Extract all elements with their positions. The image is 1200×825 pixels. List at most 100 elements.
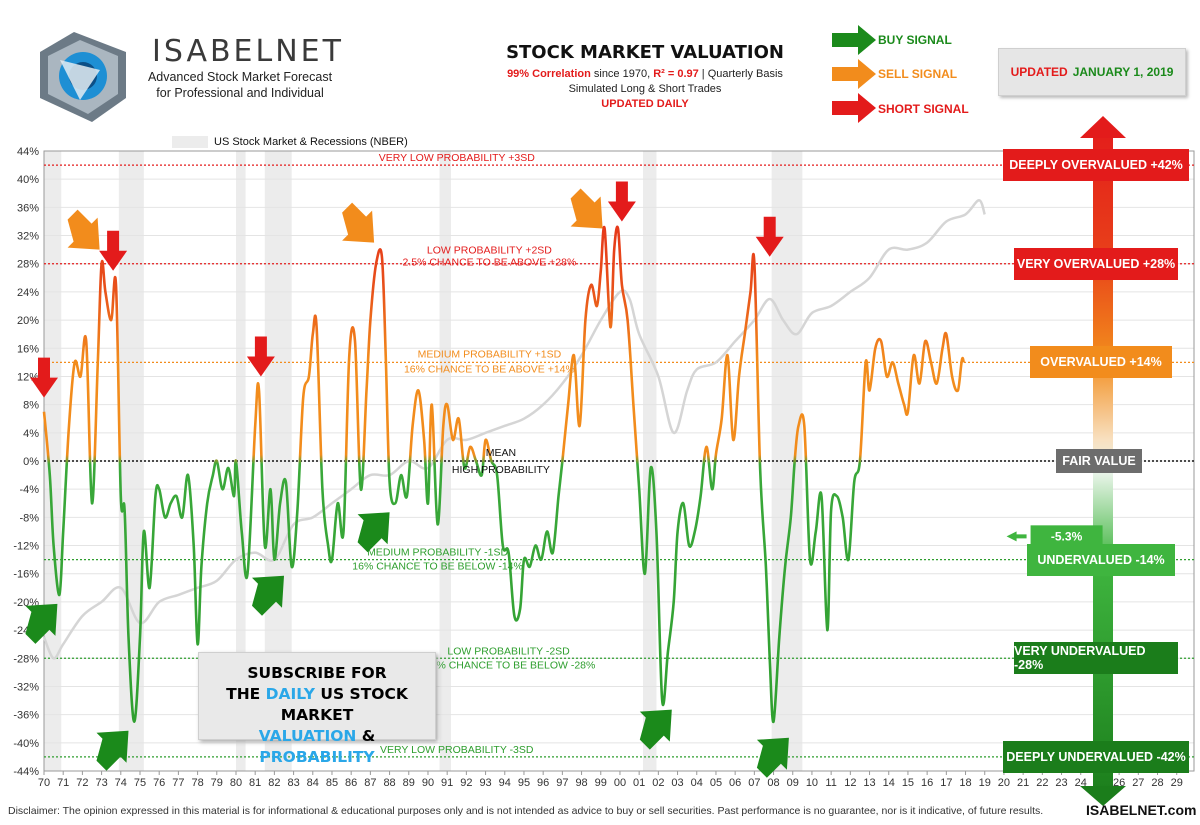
zone-fair-value: FAIR VALUE: [1056, 449, 1142, 473]
reference-label: MEDIUM PROBABILITY +1SD: [418, 348, 562, 360]
subscribe-daily: DAILY: [265, 685, 315, 703]
x-tick-label: 11: [825, 777, 836, 789]
buy-signal-arrow: [357, 512, 390, 553]
short-signal-arrow-shape: [99, 230, 128, 271]
x-tick-label: 97: [556, 777, 568, 789]
short-signal-arrow: [755, 216, 784, 257]
zone-overvalued-14: OVERVALUED +14%: [1030, 346, 1172, 379]
x-tick-label: 70: [38, 777, 50, 789]
valuation-scale-arrow-down: [1080, 786, 1126, 806]
short-signal-arrow-shape: [755, 216, 784, 257]
sell-signal-arrow-shape: [570, 188, 603, 229]
reference-label: MEAN: [486, 447, 516, 459]
legend-sell-arrow: [832, 59, 876, 89]
x-tick-label: 16: [921, 777, 933, 789]
short-signal-arrow-shape: [246, 336, 275, 377]
x-tick-label: 09: [787, 777, 799, 789]
y-tick-label: 44%: [17, 146, 39, 158]
short-signal-arrow: [99, 230, 128, 271]
x-tick-label: 03: [671, 777, 683, 789]
buy-signal-arrow-shape: [639, 709, 672, 750]
x-tick-label: 74: [115, 777, 127, 789]
subscribe-banner[interactable]: SUBSCRIBE FOR THE DAILY US STOCK MARKET …: [198, 652, 436, 766]
legend-short-arrow: [832, 93, 876, 123]
subscribe-valuation: VALUATION: [258, 727, 357, 745]
legend-recession-swatch: [172, 136, 208, 148]
x-tick-label: 81: [249, 777, 261, 789]
legend-short-label: SHORT SIGNAL: [878, 102, 969, 116]
y-tick-label: 28%: [17, 259, 39, 271]
legend-buy-label: BUY SIGNAL: [878, 33, 952, 47]
current-value-box: [1030, 525, 1103, 548]
isabelnet-logo-icon: [40, 32, 126, 122]
x-tick-label: 98: [575, 777, 587, 789]
chart-title: STOCK MARKET VALUATION: [506, 42, 784, 63]
reference-sublabel: HIGH PROBABILITY: [452, 464, 550, 476]
x-tick-label: 13: [863, 777, 875, 789]
sell-signal-arrow-shape: [67, 209, 100, 250]
x-tick-label: 75: [134, 777, 146, 789]
reference-label: VERY LOW PROBABILITY -3SD: [380, 744, 534, 756]
reference-sublabel: 2.5% CHANCE TO BE BELOW -28%: [422, 659, 596, 671]
subscribe-the: THE: [226, 685, 266, 703]
buy-signal-arrow-shape: [357, 512, 390, 553]
y-tick-label: 24%: [17, 287, 39, 299]
subscribe-amp: &: [356, 727, 376, 745]
x-tick-label: 90: [422, 777, 434, 789]
subscribe-probability: PROBABILITY: [259, 748, 375, 766]
zone-very-undervalued-28: VERY UNDERVALUED -28%: [1014, 642, 1178, 675]
x-tick-label: 83: [287, 777, 299, 789]
brand-tagline-1: Advanced Stock Market Forecast: [147, 70, 333, 84]
short-signal-arrow-shape: [30, 357, 58, 398]
x-tick-label: 89: [403, 777, 415, 789]
site-link[interactable]: ISABELNET.com: [1086, 802, 1197, 818]
brand-name: ISABELNET: [152, 34, 344, 69]
buy-signal-arrow: [756, 737, 789, 778]
y-tick-label: 16%: [17, 343, 39, 355]
x-tick-label: 94: [499, 777, 511, 789]
x-tick-label: 14: [883, 777, 895, 789]
legend-buy-arrow: [832, 25, 876, 55]
updated-date: JANUARY 1, 2019: [1072, 65, 1174, 79]
short-signal-arrow-shape: [607, 181, 636, 222]
zone-deeply-overvalued-42: DEEPLY OVERVALUED +42%: [1003, 149, 1189, 182]
x-tick-label: 96: [537, 777, 549, 789]
x-tick-label: 18: [959, 777, 971, 789]
x-tick-label: 23: [1055, 777, 1067, 789]
subscribe-line-1: SUBSCRIBE FOR: [247, 664, 387, 682]
short-signal-arrow: [607, 181, 636, 222]
current-value-label: -5.3%: [1051, 529, 1083, 543]
x-tick-label: 21: [1017, 777, 1029, 789]
y-tick-label: 8%: [23, 400, 39, 412]
sell-signal-arrow: [67, 209, 100, 250]
x-tick-label: 29: [1171, 777, 1183, 789]
legend-recession-label: US Stock Market & Recessions (NBER): [214, 136, 408, 148]
reference-label: LOW PROBABILITY +2SD: [427, 245, 552, 257]
buy-signal-arrow: [639, 709, 672, 750]
y-tick-label: 0%: [23, 456, 39, 468]
x-tick-label: 28: [1151, 777, 1163, 789]
disclaimer: Disclaimer: The opinion expressed in thi…: [8, 805, 1044, 817]
x-tick-label: 20: [998, 777, 1010, 789]
buy-signal-arrow: [252, 575, 284, 616]
chart-subtitle-3: UPDATED DAILY: [601, 98, 689, 110]
reference-sublabel: 16% CHANCE TO BE BELOW -14%: [352, 561, 523, 573]
current-value-pointer: [1006, 531, 1027, 542]
sell-signal-arrow: [342, 202, 375, 243]
x-tick-label: 93: [479, 777, 491, 789]
x-tick-label: 87: [364, 777, 376, 789]
valuation-line: [42, 225, 965, 724]
valuation-scale-arrow-up: [1080, 116, 1126, 138]
x-tick-label: 00: [614, 777, 626, 789]
x-tick-label: 91: [441, 777, 453, 789]
x-tick-label: 22: [1036, 777, 1048, 789]
x-tick-label: 17: [940, 777, 952, 789]
y-tick-label: -8%: [19, 512, 39, 524]
chart-subtitle-1: 99% Correlation since 1970, R² = 0.97 | …: [470, 67, 820, 82]
sell-signal-arrow: [570, 188, 603, 229]
x-tick-label: 01: [633, 777, 645, 789]
y-tick-label: -32%: [13, 681, 39, 693]
x-tick-label: 12: [844, 777, 856, 789]
reference-label: LOW PROBABILITY -2SD: [447, 645, 570, 657]
buy-signal-arrow-shape: [96, 730, 129, 771]
